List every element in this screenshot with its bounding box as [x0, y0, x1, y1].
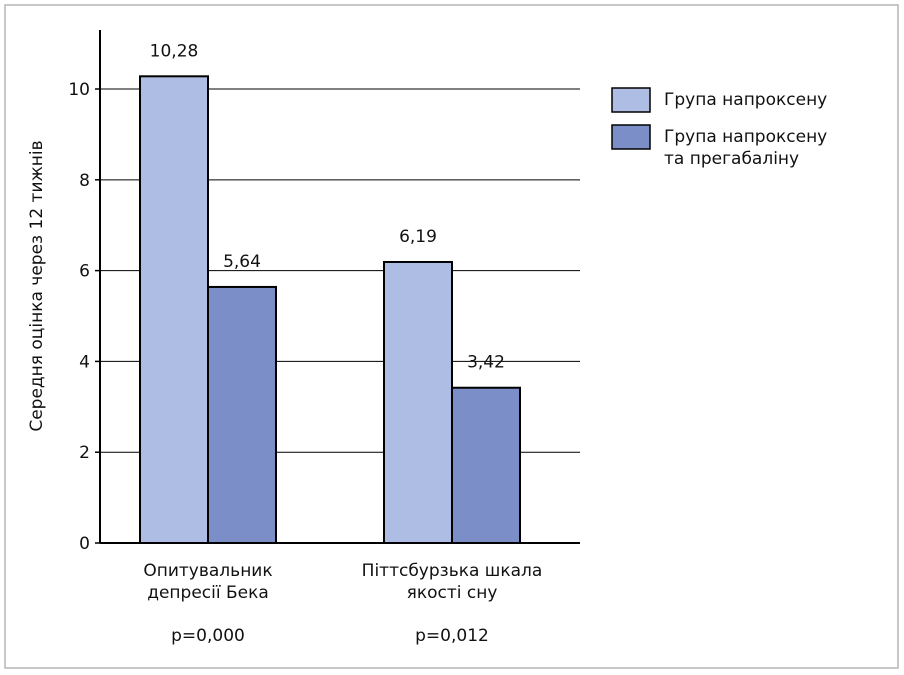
value-label: 5,64: [223, 252, 261, 272]
legend-label: Група напроксену та прегабаліну: [664, 127, 828, 169]
value-label: 10,28: [150, 41, 199, 61]
annotation: p=0,012: [415, 626, 489, 646]
y-tick-label: 8: [79, 171, 90, 191]
legend-swatch: [611, 124, 651, 150]
bar: [451, 386, 521, 545]
y-tick-label: 10: [68, 80, 90, 100]
legend-label: Група напроксену: [664, 90, 828, 110]
bar: [207, 285, 277, 544]
bar: [139, 75, 209, 545]
y-tick-label: 4: [79, 352, 90, 372]
legend-swatch: [611, 87, 651, 113]
y-tick-label: 0: [79, 534, 90, 554]
x-tick-label: Опитувальник депресії Бека: [143, 561, 273, 603]
y-tick-label: 2: [79, 443, 90, 463]
value-label: 3,42: [467, 353, 505, 373]
annotation: p=0,000: [171, 626, 245, 646]
value-label: 6,19: [399, 227, 437, 247]
frame: [4, 4, 899, 669]
x-tick-label: Піттсбурзька шкала якості сну: [361, 561, 543, 603]
y-axis-label: Середня оцінка через 12 тижнів: [27, 140, 47, 431]
bar: [383, 260, 453, 544]
y-tick-label: 6: [79, 262, 90, 282]
